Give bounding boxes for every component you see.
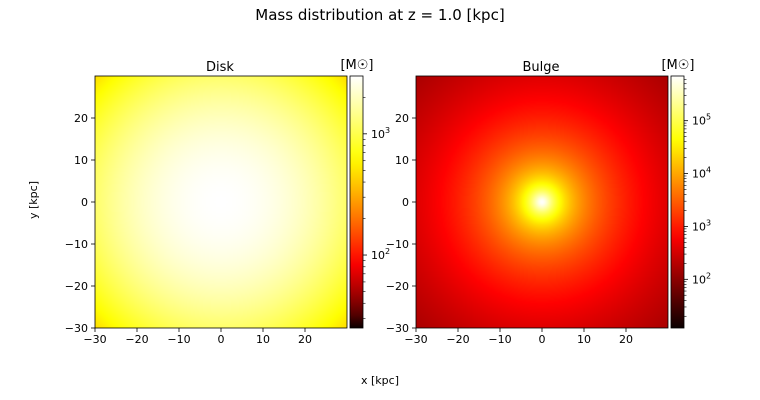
y-tick-label: −10 [386,238,409,251]
colorbar-tick-label: 103 [692,218,711,233]
panel-disk: Disk [M☉] −30 −20 −10 0 10 20 −30 −20 −10 0 10 20 10… [65,58,390,346]
colorbar [349,75,364,329]
x-tick-label: 10 [577,333,591,346]
x-tick-label: 20 [619,333,633,346]
x-tick-label: −20 [125,333,148,346]
y-tick-label: 20 [74,112,88,125]
y-tick-label: 20 [395,112,409,125]
y-tick-label: −10 [65,238,88,251]
x-tick-label: −30 [404,333,427,346]
x-tick-label: 10 [256,333,270,346]
colorbar-tick-label: 102 [371,247,390,262]
panel-title-bulge: Bulge [522,60,559,75]
colorbar-tick-label: 105 [692,113,711,128]
colorbar-tick-label: 102 [692,271,711,286]
x-tick-label: 0 [218,333,225,346]
y-tick-label: −20 [386,280,409,293]
x-tick-label: −10 [167,333,190,346]
y-tick-label: −20 [65,280,88,293]
y-axis-label: y [kpc] [27,181,40,219]
x-tick-label: −30 [83,333,106,346]
y-tick-label: 10 [74,154,88,167]
y-tick-label: 0 [402,196,409,209]
x-tick-label: −10 [488,333,511,346]
colorbar-label-disk: [M☉] [340,58,373,73]
x-axis-label: x [kpc] [361,374,399,387]
colorbar-tick-label: 104 [692,166,711,181]
figure-title: Mass distribution at z = 1.0 [kpc] [255,6,504,24]
x-tick-label: −20 [446,333,469,346]
x-tick-label: 0 [539,333,546,346]
colorbar-tick-label: 103 [371,126,390,141]
y-tick-label: −30 [65,322,88,335]
colorbar [670,75,685,329]
y-tick-label: 10 [395,154,409,167]
y-tick-label: −30 [386,322,409,335]
panel-bulge: Bulge [M☉] −30 −20 −10 0 10 20 −30 −20 −10 0 10 20 1… [386,58,711,346]
colorbar-label-bulge: [M☉] [661,58,694,73]
heatmap-image [95,76,347,328]
x-tick-label: 20 [298,333,312,346]
panel-title-disk: Disk [206,60,234,75]
y-tick-label: 0 [81,196,88,209]
heatmap-image [416,76,668,328]
